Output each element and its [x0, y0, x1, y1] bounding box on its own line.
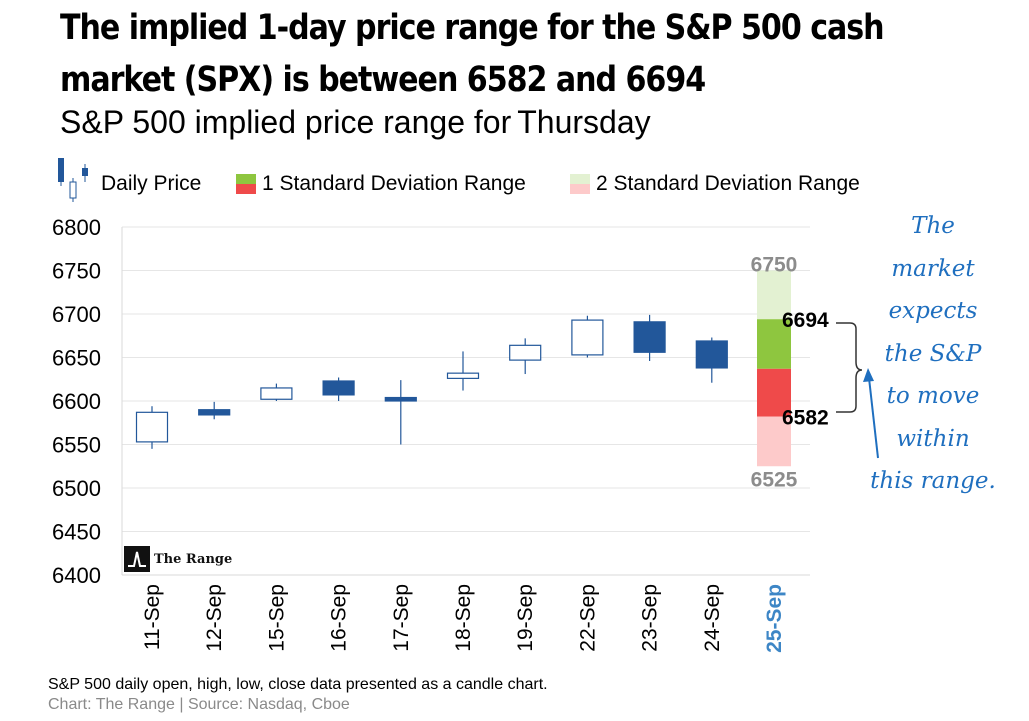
legend-two-sd-label: 2 Standard Deviation Range	[596, 172, 860, 195]
y-tick-label: 6450	[52, 520, 101, 545]
candle-body	[384, 396, 417, 402]
sd1-high-label: 6694	[782, 309, 829, 332]
candle-body	[322, 380, 355, 396]
annotation-line: the S&P	[884, 340, 982, 367]
annotation-arrow-shaft	[868, 377, 879, 459]
x-tick-label: 11-Sep	[141, 584, 164, 650]
candle-body	[260, 387, 293, 400]
annotation-line: to move	[886, 383, 980, 409]
sd2-upper-band	[757, 270, 791, 320]
sd1-red-swatch	[236, 184, 256, 194]
sd2-high-label: 6750	[751, 254, 798, 277]
y-tick-label: 6500	[52, 476, 101, 501]
y-tick-label: 6650	[52, 346, 101, 371]
headline: The implied 1-day price range for the S&…	[60, 2, 886, 106]
chart-credit: Chart: The Range | Source: Nasdaq, Cboe	[48, 696, 350, 713]
annotation-line: The	[911, 213, 955, 239]
candle-body	[571, 319, 604, 356]
chart-note: S&P 500 daily open, high, low, close dat…	[48, 676, 548, 693]
annotation-line: within	[896, 425, 970, 452]
annotation: The market expects the S&P to move withi…	[858, 205, 1008, 503]
sd2-lower-band	[757, 416, 791, 467]
x-tick-label: 19-Sep	[514, 584, 537, 652]
the-range-logo: The Range	[124, 544, 232, 574]
legend-daily-price: Daily Price	[56, 156, 201, 204]
y-tick-label: 6700	[52, 302, 101, 327]
sd1-upper-band	[757, 319, 791, 369]
sd2-red-swatch	[570, 184, 590, 194]
y-tick-label: 6550	[52, 433, 101, 458]
legend-daily-price-label: Daily Price	[101, 172, 202, 195]
sd1-lower-band	[757, 368, 791, 417]
logo-text: The Range	[154, 551, 233, 567]
legend-one-sd-label: 1 Standard Deviation Range	[262, 172, 526, 195]
candle-body	[695, 340, 728, 369]
x-tick-label: 18-Sep	[452, 584, 475, 652]
candle-body	[198, 409, 231, 416]
y-tick-label: 6400	[52, 563, 101, 588]
y-tick-label: 6600	[52, 389, 101, 414]
x-tick-label: 22-Sep	[576, 584, 599, 652]
sd1-low-label: 6582	[782, 407, 829, 430]
x-tick-label: 16-Sep	[328, 584, 351, 652]
x-tick-label: 12-Sep	[203, 584, 226, 652]
bell-curve-icon	[124, 546, 150, 572]
sd2-low-label: 6525	[751, 468, 798, 491]
annotation-line: market	[891, 255, 975, 282]
candle-body	[509, 344, 542, 361]
subtitle-day: Thursday	[517, 104, 651, 140]
x-tick-label: 25-Sep	[763, 584, 786, 653]
sd2-green-swatch	[570, 174, 590, 184]
candle-body	[633, 321, 666, 353]
annotation-line: this range.	[870, 468, 996, 494]
headline-line-2: market (SPX) is between 6582 and 6694	[60, 60, 706, 100]
annotation-arrow-head	[863, 368, 874, 382]
x-tick-label: 15-Sep	[265, 584, 288, 652]
x-tick-label: 24-Sep	[701, 584, 724, 652]
range-bracket	[836, 322, 863, 413]
y-tick-label: 6750	[52, 259, 101, 284]
subtitle-prefix: S&P 500 implied price range for	[60, 104, 512, 140]
candle-legend-icon	[58, 158, 88, 202]
y-tick-label: 6800	[52, 215, 101, 240]
headline-line-1: The implied 1-day price range for the S&…	[60, 8, 885, 48]
candle-body	[446, 372, 480, 379]
annotation-line: expects	[888, 298, 978, 324]
x-tick-label: 17-Sep	[390, 584, 413, 652]
x-tick-label: 23-Sep	[639, 584, 662, 652]
sd1-green-swatch	[236, 174, 256, 184]
candle-body	[135, 411, 169, 443]
chart-subtitle: S&P 500 implied price range for Thursday	[60, 104, 651, 141]
